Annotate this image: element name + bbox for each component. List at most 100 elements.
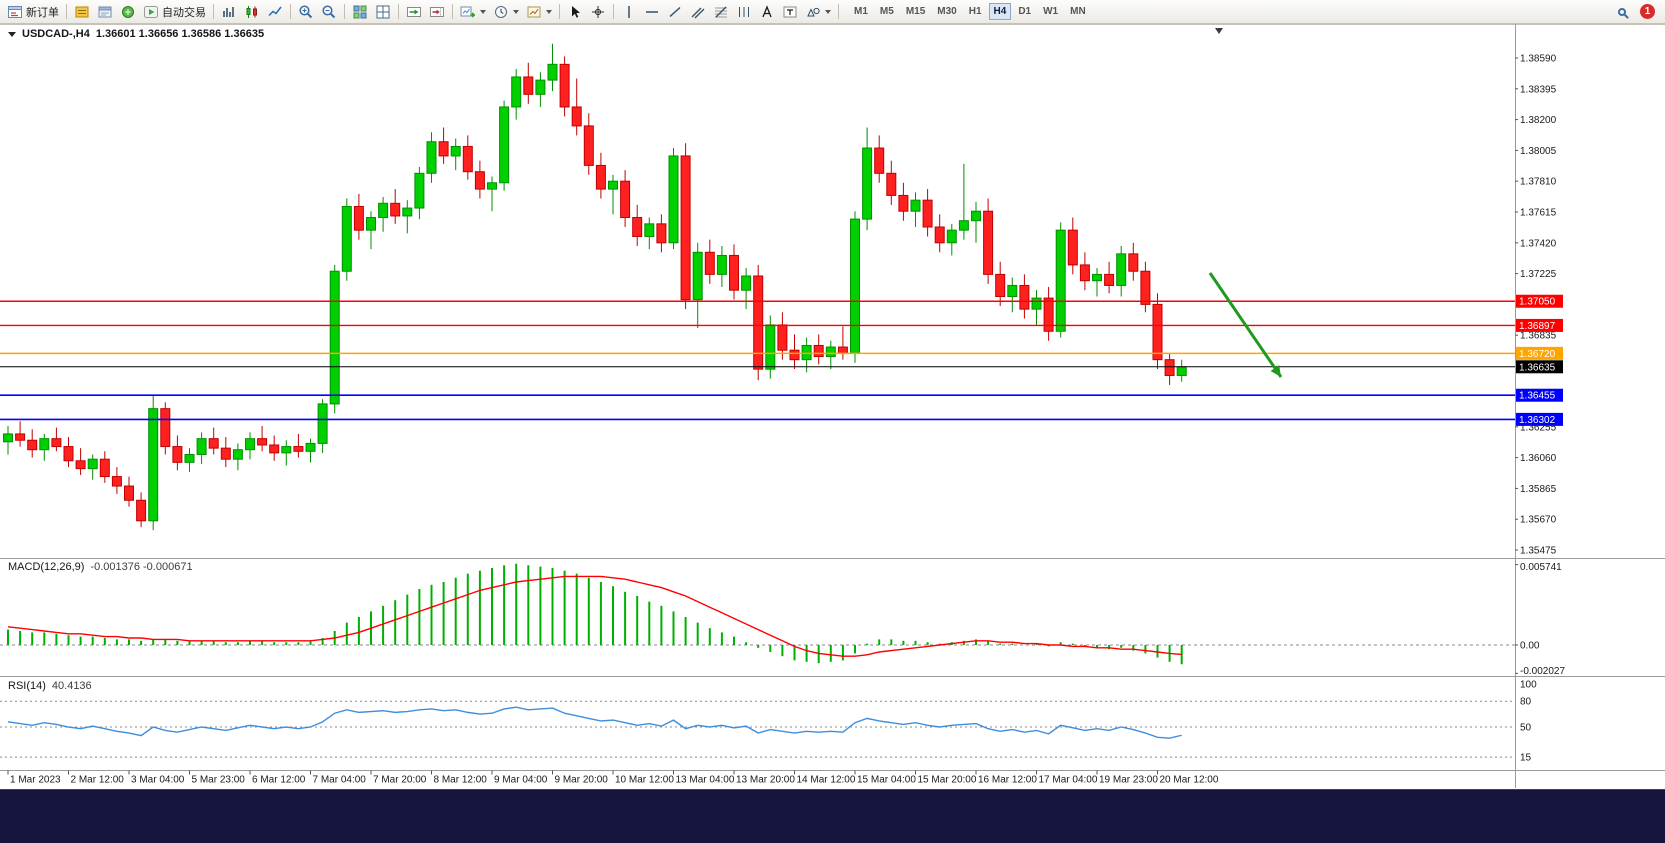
channel-button[interactable]	[687, 2, 709, 22]
candle-body	[1031, 297, 1042, 310]
dropdown-caret-icon	[513, 9, 519, 14]
new-order-label: 新订单	[26, 6, 59, 19]
candlestick-chart-button[interactable]	[241, 2, 263, 22]
timeframe-button-W1[interactable]: W1	[1038, 3, 1063, 20]
candle-body	[160, 408, 171, 448]
auto-scroll-button[interactable]	[403, 2, 425, 22]
time-axis-label: 20 Mar 12:00	[1160, 775, 1219, 786]
macd-axis-label: 0.005741	[1520, 562, 1562, 573]
time-axis-label: 3 Mar 04:00	[131, 775, 185, 786]
candle-body	[850, 218, 860, 354]
notification-badge[interactable]: 1	[1640, 4, 1655, 19]
data-window-icon	[98, 6, 112, 17]
market-watch-button[interactable]	[71, 2, 93, 22]
candle-body	[462, 145, 473, 173]
candle-body	[208, 438, 219, 449]
candle-body	[547, 63, 558, 81]
candle-body	[946, 229, 957, 244]
chart-shift-button[interactable]	[426, 2, 448, 22]
vertical-line-button[interactable]	[618, 2, 640, 22]
cycle-lines-button[interactable]	[733, 2, 755, 22]
auto-trading-button[interactable]: 自动交易	[140, 2, 209, 22]
trend-arrow[interactable]	[1208, 272, 1283, 378]
price-badge: 1.37050	[1516, 294, 1563, 308]
arrange-windows-button[interactable]	[349, 2, 371, 22]
chart-collapse-icon[interactable]	[8, 31, 16, 37]
chart-ohlc-values: 1.36601 1.36656 1.36586 1.36635	[95, 28, 265, 40]
text-button[interactable]	[756, 2, 778, 22]
candle-body	[1128, 253, 1139, 272]
timeframe-button-M1[interactable]: M1	[849, 3, 873, 20]
candle-body	[27, 439, 38, 451]
text-label-button[interactable]	[779, 2, 801, 22]
timeframe-button-M5[interactable]: M5	[875, 3, 899, 20]
candle-body	[983, 210, 994, 275]
horizontal-line-button[interactable]	[641, 2, 663, 22]
macd-indicator-label: MACD(12,26,9) -0.001376 -0.000671	[8, 561, 193, 573]
auto-trading-icon	[144, 5, 158, 18]
rsi-value: 40.4136	[51, 680, 92, 692]
candle-body	[765, 324, 776, 370]
candle-body	[487, 182, 497, 190]
search-icon	[1617, 7, 1626, 16]
candle-body	[789, 349, 800, 361]
dropdown-caret-icon	[546, 9, 552, 14]
toolbar-separator	[344, 4, 345, 19]
candle-body	[390, 202, 401, 217]
navigator-button[interactable]	[117, 2, 139, 22]
candle-body	[813, 344, 824, 358]
timeframe-button-MN[interactable]: MN	[1065, 3, 1091, 20]
clock-icon	[495, 5, 507, 18]
trendline-button[interactable]	[664, 2, 686, 22]
zoom-in-button[interactable]	[295, 2, 317, 22]
search-button[interactable]	[1611, 2, 1632, 22]
timeframe-button-H4[interactable]: H4	[988, 3, 1012, 20]
cursor-button[interactable]	[564, 2, 586, 22]
price-axis-label: 1.38395	[1520, 84, 1557, 95]
time-axis[interactable]: 1 Mar 2023 2 Mar 12:00 3 Mar 04:00 5 Mar 23…	[7, 770, 1219, 786]
candle-body	[1055, 229, 1066, 332]
macd-axis-label: 0.00	[1520, 641, 1540, 652]
auto-scroll-icon	[407, 6, 421, 17]
candle-body	[75, 460, 86, 470]
tile-windows-button[interactable]	[372, 2, 394, 22]
new-chart-button[interactable]	[457, 2, 489, 22]
bar-chart-button[interactable]	[218, 2, 240, 22]
candle-body	[414, 172, 425, 209]
period-button[interactable]	[490, 2, 522, 22]
candle-body	[15, 433, 26, 441]
zoom-out-icon	[322, 4, 336, 18]
price-axis-label: 1.37810	[1520, 177, 1557, 188]
candle-body	[63, 446, 74, 462]
candle-body	[1164, 359, 1175, 376]
shapes-button[interactable]	[802, 2, 834, 22]
zoom-out-button[interactable]	[318, 2, 340, 22]
horizontal-line-icon	[646, 10, 658, 13]
data-window-button[interactable]	[94, 2, 116, 22]
price-axis-label: 1.38005	[1520, 146, 1557, 157]
price-axis[interactable]: 1.38590 1.38395 1.38200 1.38005 1.37810 1.376…	[1515, 54, 1557, 557]
candle-body	[704, 251, 715, 275]
fibonacci-button[interactable]	[710, 2, 732, 22]
line-chart-button[interactable]	[264, 2, 286, 22]
candle-body	[220, 447, 231, 460]
timeframe-button-H1[interactable]: H1	[964, 3, 987, 20]
crosshair-button[interactable]	[587, 2, 609, 22]
time-axis-label: 16 Mar 12:00	[978, 775, 1037, 786]
template-button[interactable]	[523, 2, 555, 22]
candle-body	[680, 155, 691, 301]
candle-body	[958, 220, 969, 231]
candle-body	[148, 408, 159, 522]
candle-body	[317, 403, 328, 444]
chart-shift-marker[interactable]	[1215, 28, 1223, 34]
candle-body	[595, 164, 606, 190]
timeframe-button-D1[interactable]: D1	[1013, 3, 1036, 20]
svg-text:1.36455: 1.36455	[1519, 391, 1556, 402]
candle-body	[825, 346, 836, 358]
crosshair-icon	[592, 5, 604, 18]
rsi-panel: 100 80 50 15	[0, 680, 1537, 764]
timeframe-button-M15[interactable]: M15	[901, 3, 930, 20]
new-order-button[interactable]: 新订单	[4, 2, 62, 22]
timeframe-button-M30[interactable]: M30	[932, 3, 961, 20]
